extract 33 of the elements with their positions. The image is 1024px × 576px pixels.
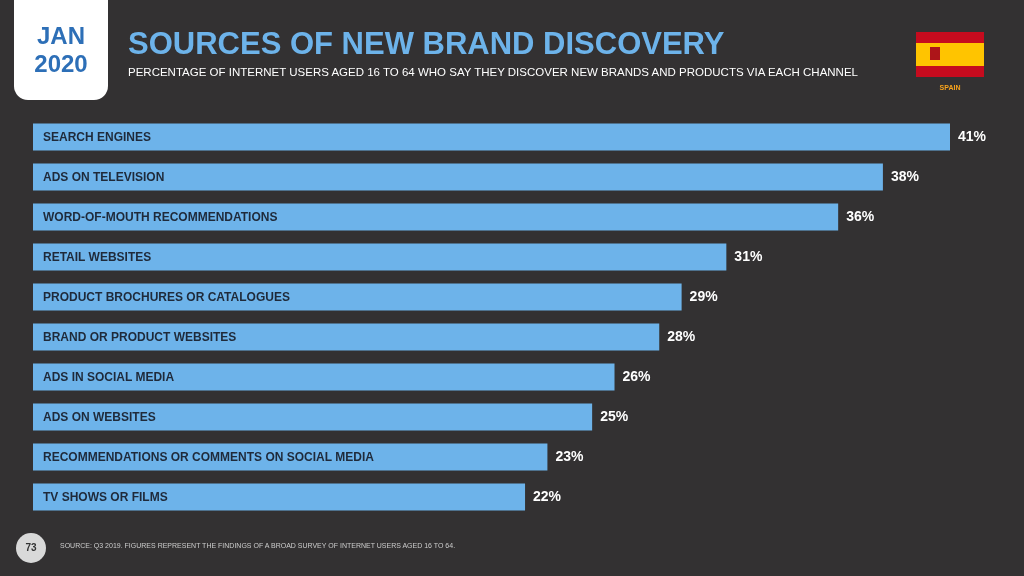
data-label: 38%: [890, 168, 920, 184]
bar: [33, 243, 727, 271]
bar: [33, 123, 950, 151]
chart-title: SOURCES OF NEW BRAND DISCOVERY: [128, 26, 725, 62]
bar: [33, 403, 593, 431]
data-label: 28%: [667, 328, 696, 344]
bar: [33, 483, 526, 511]
y-tick-label: BRAND OR PRODUCT WEBSITES: [43, 330, 237, 344]
text: 73: [16, 533, 46, 563]
data-label: 26%: [622, 368, 652, 384]
data-label: 22%: [533, 488, 562, 504]
y-tick-label: TV SHOWS OR FILMS: [43, 490, 168, 504]
bar: [33, 203, 839, 231]
y-tick-label: ADS ON TELEVISION: [43, 170, 165, 184]
y-tick-label: SEARCH ENGINES: [43, 130, 152, 144]
y-tick-label: PRODUCT BROCHURES OR CATALOGUES: [43, 290, 290, 304]
y-tick-label: RECOMMENDATIONS OR COMMENTS ON SOCIAL MEDIA: [43, 450, 375, 464]
data-label: 25%: [600, 408, 629, 424]
data-label: 31%: [734, 248, 763, 264]
y-tick-label: ADS IN SOCIAL MEDIA: [43, 370, 175, 384]
data-label: 41%: [958, 128, 987, 144]
text: JAN 2020: [14, 0, 108, 100]
bar: [33, 363, 615, 391]
bar: [33, 163, 883, 191]
y-tick-label: RETAIL WEBSITES: [43, 250, 152, 264]
chart-subtitle: PERCENTAGE OF INTERNET USERS AGED 16 TO 64 WHO SAY THEY DISCOVER NEW BRANDS AND PRODUCTS VIA EACH CHANNEL: [128, 66, 858, 78]
y-tick-label: ADS ON WEBSITES: [43, 410, 156, 424]
data-label: 29%: [689, 288, 719, 304]
data-label: 36%: [846, 208, 875, 224]
bar: [33, 283, 682, 311]
y-tick-label: WORD-OF-MOUTH RECOMMENDATIONS: [43, 210, 278, 224]
bar: [33, 323, 660, 351]
data-label: 23%: [555, 448, 584, 464]
